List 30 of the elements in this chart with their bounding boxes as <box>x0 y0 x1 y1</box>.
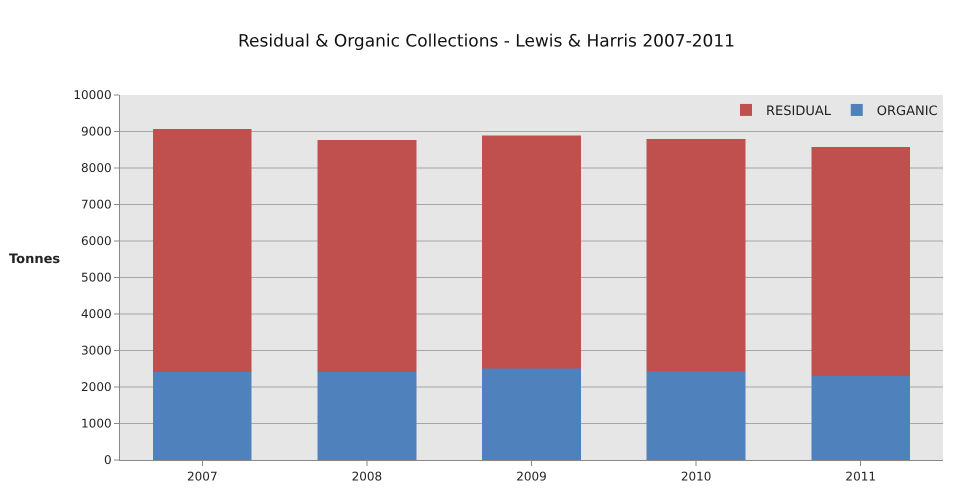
bar <box>318 140 416 372</box>
bar <box>646 371 746 460</box>
y-tick-label: 5000 <box>81 270 112 285</box>
legend-label: ORGANIC <box>876 104 938 120</box>
bar <box>318 372 416 460</box>
bar <box>152 128 252 372</box>
legend-label: RESIDUAL <box>766 104 832 120</box>
x-tick-label: 2011 <box>845 469 876 484</box>
x-tick-label: 2009 <box>516 469 547 484</box>
bar <box>482 136 581 368</box>
bar <box>646 139 746 372</box>
y-tick-label: 0 <box>104 453 112 468</box>
y-tick-label: 4000 <box>81 307 112 322</box>
x-tick-label: 2008 <box>352 469 382 484</box>
y-axis-title: Tonnes <box>9 252 60 267</box>
y-tick-label: 3000 <box>81 344 112 358</box>
x-tick-label: 2010 <box>680 469 712 484</box>
chart-title: Residual & Organic Collections - Lewis & Harris 2007-2011 <box>238 32 735 52</box>
bar <box>811 146 910 376</box>
y-tick-label: 10000 <box>73 88 112 102</box>
bar <box>152 372 252 460</box>
y-tick-label: 8000 <box>81 161 112 176</box>
bar <box>482 368 581 460</box>
y-tick-label: 9000 <box>81 124 112 139</box>
y-tick-label: 7000 <box>81 198 112 212</box>
bar <box>811 376 910 460</box>
y-tick-label: 6000 <box>81 234 112 248</box>
y-tick-label: 1000 <box>81 416 112 431</box>
x-tick-label: 2007 <box>187 469 218 484</box>
y-tick-label: 2000 <box>81 380 112 394</box>
